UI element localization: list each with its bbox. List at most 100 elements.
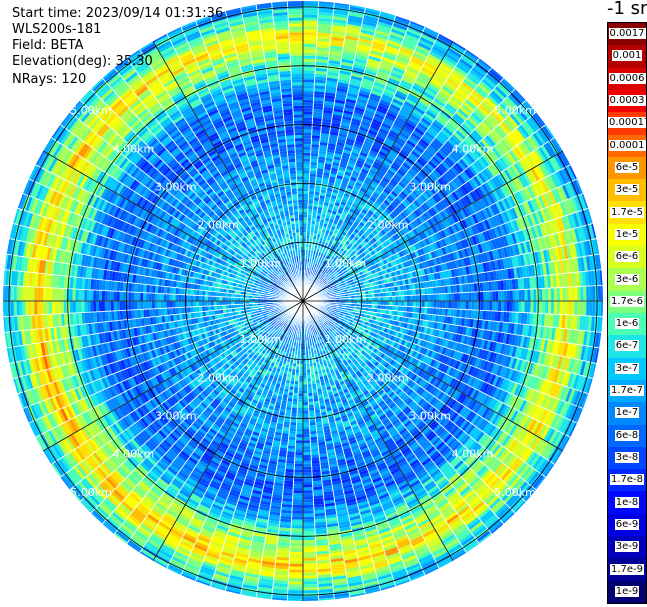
beta-cell [346, 23, 362, 30]
beta-cell [356, 46, 371, 53]
beta-cell [363, 193, 371, 199]
beta-cell [335, 263, 340, 267]
beta-cell [480, 101, 494, 113]
beta-cell [320, 130, 330, 135]
beta-cell [406, 205, 414, 214]
beta-cell [447, 100, 460, 111]
beta-cell [316, 271, 320, 275]
beta-cell [360, 168, 369, 175]
beta-cell [441, 160, 451, 171]
beta-cell [507, 94, 521, 108]
beta-cell [401, 200, 409, 208]
beta-cell [339, 262, 344, 267]
beta-cell [357, 40, 372, 47]
beta-cell [471, 292, 475, 301]
beta-cell [470, 163, 480, 175]
beta-cell [320, 263, 325, 267]
beta-cell [393, 63, 407, 72]
beta-cell [329, 131, 339, 136]
beta-cell [451, 301, 455, 309]
beta-cell [419, 36, 435, 46]
beta-cell [318, 3, 335, 8]
beta-cell [395, 215, 403, 223]
beta-cell [407, 137, 418, 146]
beta-cell [324, 98, 335, 103]
beta-cell [345, 187, 353, 193]
beta-cell [349, 81, 362, 87]
beta-cell [507, 133, 519, 147]
beta-cell [374, 301, 378, 305]
beta-cell [378, 181, 387, 189]
beta-cell [354, 165, 363, 171]
beta-cell [511, 130, 523, 143]
beta-cell [383, 88, 396, 96]
beta-cell [340, 121, 351, 127]
beta-cell [436, 165, 446, 175]
beta-cell [339, 185, 347, 191]
beta-cell [403, 100, 416, 109]
beta-cell [357, 223, 363, 230]
beta-cell [471, 301, 475, 310]
beta-cell [359, 32, 375, 39]
beta-cell [384, 48, 399, 56]
beta-cell [333, 261, 338, 266]
beta-cell [333, 105, 345, 110]
beta-cell [422, 202, 431, 211]
beta-cell [326, 148, 335, 154]
beta-cell [303, 173, 310, 177]
beta-cell [429, 307, 434, 315]
beta-cell [424, 131, 436, 141]
beta-cell [476, 125, 488, 137]
beta-cell [332, 207, 339, 212]
beta-cell [319, 141, 328, 146]
beta-cell [443, 82, 456, 93]
beta-cell [345, 140, 355, 146]
beta-cell [503, 98, 516, 112]
beta-cell [358, 173, 367, 180]
beta-cell [448, 293, 452, 301]
beta-cell [389, 129, 400, 137]
beta-cell [397, 222, 404, 230]
beta-cell [390, 164, 399, 172]
beta-cell [402, 126, 413, 135]
beta-cell [389, 31, 405, 39]
beta-cell [375, 110, 386, 118]
beta-cell [309, 173, 317, 177]
beta-cell [317, 20, 333, 25]
beta-cell [425, 86, 439, 96]
beta-cell [332, 13, 349, 19]
beta-cell [468, 301, 472, 310]
beta-cell [512, 301, 516, 313]
beta-cell [309, 167, 317, 172]
beta-cell [362, 195, 370, 202]
beta-cell [365, 176, 373, 183]
beta-cell [327, 143, 337, 148]
beta-cell [321, 118, 332, 123]
beta-cell [397, 213, 405, 221]
beta-cell [401, 76, 415, 86]
beta-cell [454, 162, 464, 173]
beta-cell [500, 79, 514, 93]
beta-cell [398, 50, 413, 59]
beta-cell [339, 203, 346, 209]
beta-cell [385, 197, 393, 204]
beta-cell [342, 152, 351, 158]
beta-cell [386, 231, 392, 239]
beta-cell [432, 307, 437, 315]
beta-cell [389, 72, 403, 80]
beta-cell [328, 176, 336, 181]
beta-cell [359, 200, 367, 207]
beta-cell [336, 212, 342, 217]
beta-cell [321, 210, 327, 215]
beta-cell [459, 158, 469, 169]
beta-cell [464, 137, 475, 149]
beta-cell [344, 104, 356, 110]
beta-cell [548, 301, 552, 314]
beta-cell [360, 84, 373, 91]
beta-cell [447, 285, 451, 294]
beta-cell [440, 128, 452, 139]
beta-cell [400, 306, 404, 312]
beta-cell [478, 140, 490, 153]
beta-cell [494, 127, 506, 140]
beta-cell [429, 142, 440, 152]
